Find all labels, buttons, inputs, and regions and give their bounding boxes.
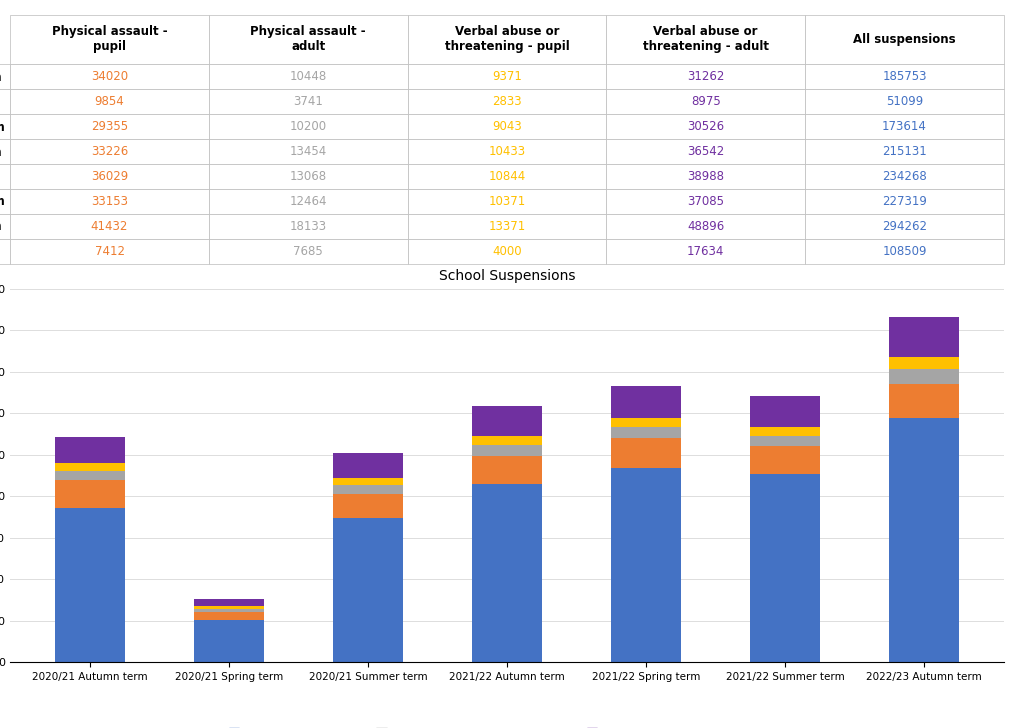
Bar [473,436,541,445]
Bar [750,436,819,446]
Bar [889,384,958,418]
Bar [750,396,819,427]
Bar [473,456,541,484]
Bar [334,478,403,486]
Bar [750,427,819,436]
Bar [611,386,680,418]
Bar [611,418,680,427]
Bar [56,438,125,464]
Bar [195,606,264,609]
Bar [195,612,264,620]
Bar [195,620,264,662]
Legend: All suspensions, Physical assault - pupil, Physical assault - adult, Verbal abus: All suspensions, Physical assault - pupi… [224,724,790,728]
Bar [611,438,680,468]
Bar [56,464,125,471]
Bar [750,474,819,662]
Bar [889,418,958,662]
Bar [195,599,264,606]
Bar [889,368,958,384]
Bar [473,445,541,456]
Bar [56,508,125,662]
Bar [473,484,541,662]
Bar [334,494,403,518]
Title: School Suspensions: School Suspensions [439,269,575,283]
Bar [195,609,264,612]
Bar [334,486,403,494]
Bar [56,471,125,480]
Bar [750,446,819,474]
Bar [334,518,403,662]
Bar [473,406,541,436]
Bar [56,480,125,508]
Bar [889,357,958,368]
Bar [611,468,680,662]
Bar [889,317,958,357]
Bar [611,427,680,438]
Bar [334,453,403,478]
